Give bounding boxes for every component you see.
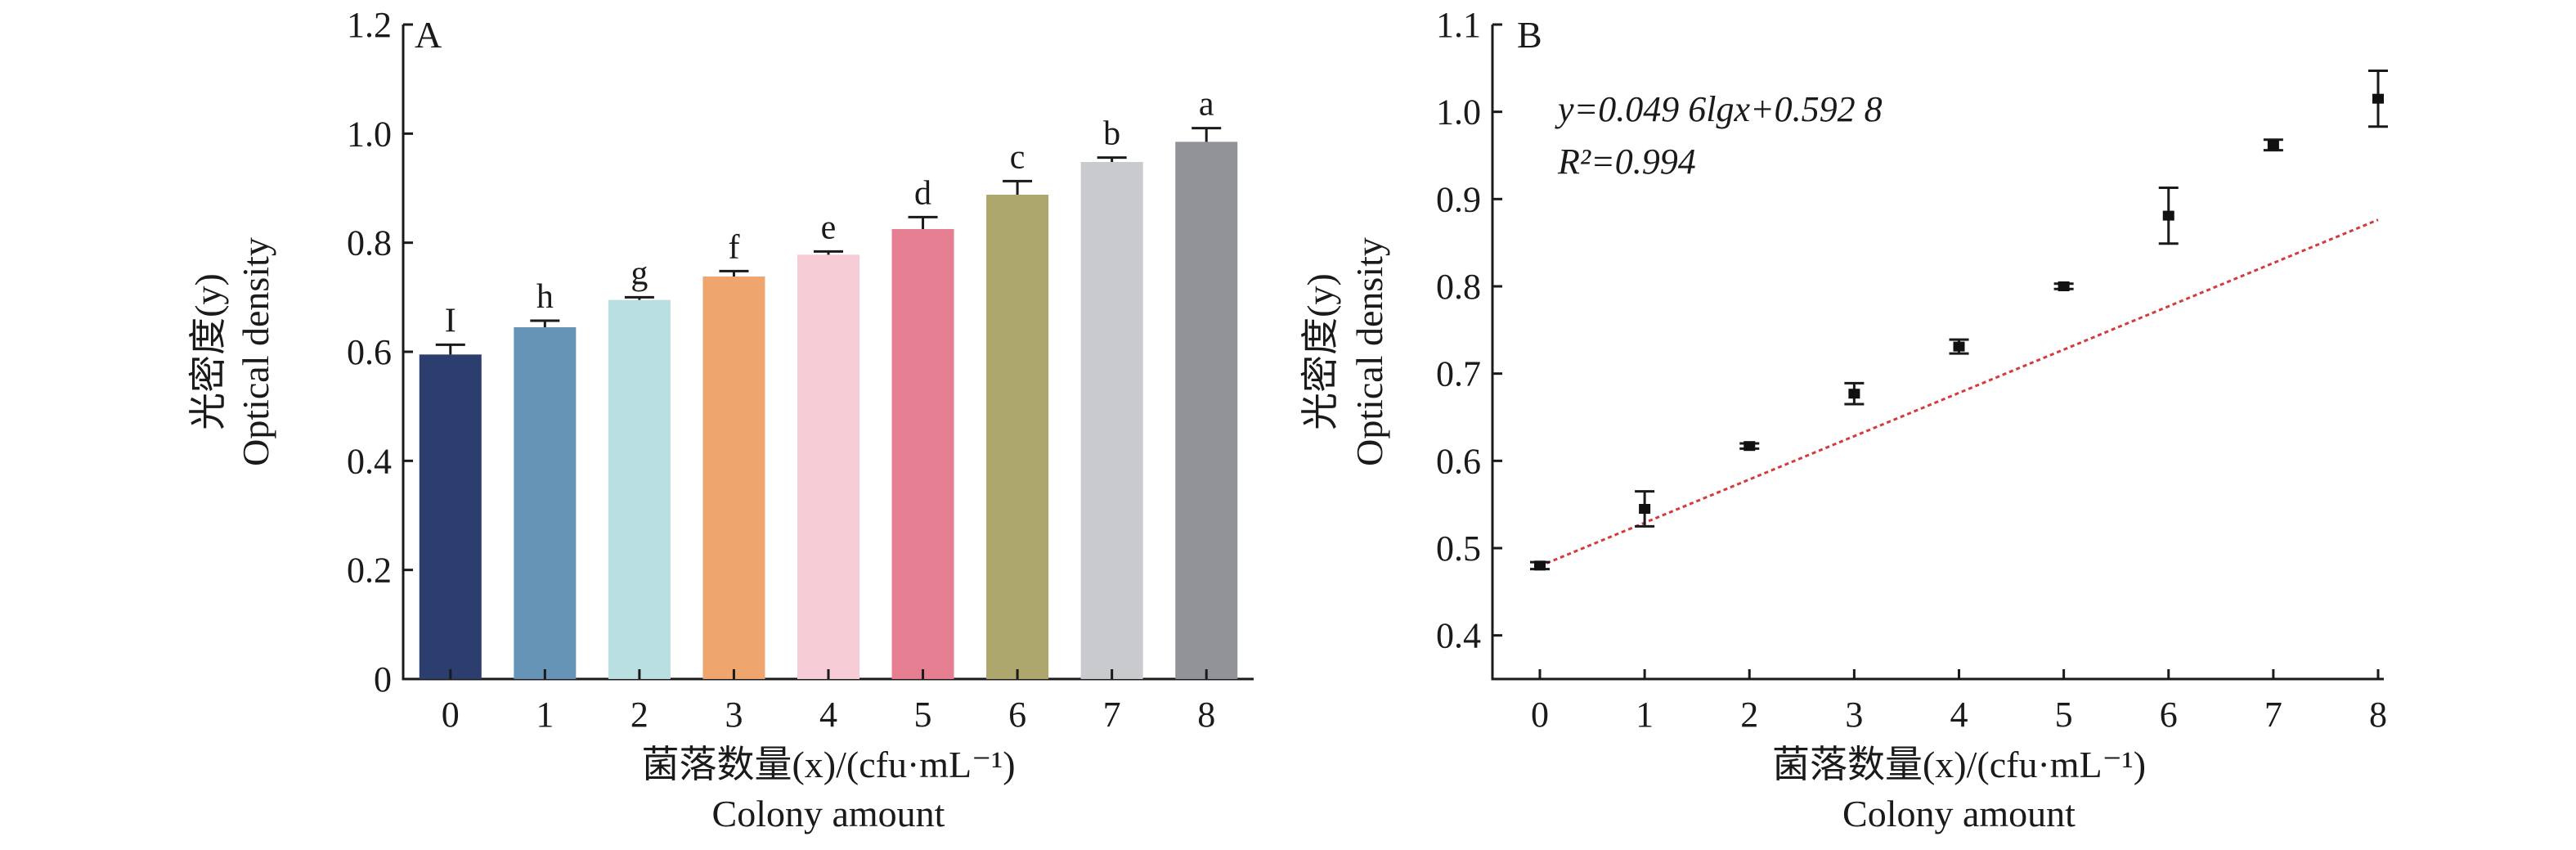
data-point: [1744, 441, 1756, 452]
error-bar: [1097, 156, 1127, 162]
error-bar: [530, 319, 560, 327]
bar: [514, 327, 577, 679]
y-tick-label: 0.6: [347, 332, 392, 372]
x-tick-label: 7: [2264, 695, 2282, 735]
significance-label: e: [821, 209, 837, 246]
x-tick-label: 8: [2369, 695, 2387, 735]
bar: [986, 195, 1049, 679]
data-point: [1848, 389, 1860, 399]
error-bar: [814, 250, 843, 255]
error-bar: [1003, 179, 1033, 195]
panel-label: B: [1517, 14, 1542, 56]
y-axis-title-cn: 光密度(y): [187, 273, 229, 430]
data-point: [2267, 140, 2279, 151]
x-axis-title-en: Colony amount: [1842, 793, 2076, 834]
bar: [419, 354, 482, 679]
x-tick-label: 4: [819, 695, 837, 735]
significance-label: I: [445, 302, 456, 340]
y-tick-label: 0.7: [1436, 354, 1481, 394]
bar: [891, 229, 954, 679]
x-tick-label: 1: [1636, 695, 1654, 735]
y-axis-title-en: Optical density: [1349, 237, 1390, 466]
panel-label: A: [415, 14, 442, 56]
r-squared: R²=0.994: [1557, 142, 1696, 182]
bar: [1175, 142, 1238, 680]
bar: [797, 254, 859, 679]
bar: [608, 299, 671, 679]
y-tick-label: 0.8: [1436, 267, 1481, 307]
y-axis-title-en: Optical density: [235, 237, 276, 466]
x-axis-title-cn: 菌落数量(x)/(cfu·mL⁻¹): [641, 744, 1015, 785]
y-tick-label: 1.0: [347, 114, 392, 154]
x-tick-label: 3: [725, 695, 743, 735]
y-tick-label: 0.2: [347, 551, 392, 591]
data-point: [1534, 560, 1546, 571]
x-tick-label: 7: [1103, 695, 1121, 735]
data-point: [2058, 281, 2070, 291]
panel-b-scatter-chart: 0.4 0.5 0.6 0.7 0.8 0.9 1.0 1.1 0 1 2 3 4 5 6 7 8 By=0.04…: [1299, 5, 2388, 834]
y-tick-label: 0.8: [347, 223, 392, 263]
x-axis-title-cn: 菌落数量(x)/(cfu·mL⁻¹): [1772, 744, 2146, 785]
significance-label: c: [1010, 138, 1025, 176]
y-tick-label: 0.4: [1436, 616, 1481, 656]
significance-label: d: [914, 174, 931, 212]
y-tick-label: 0.9: [1436, 179, 1481, 219]
x-tick-label: 3: [1845, 695, 1863, 735]
x-tick-label: 5: [2055, 695, 2073, 735]
significance-label: f: [728, 228, 739, 266]
bar: [702, 277, 765, 679]
x-tick-label: 2: [1740, 695, 1758, 735]
y-tick-label: 1.0: [1436, 92, 1481, 133]
y-tick-label: 0.4: [347, 441, 392, 481]
x-tick-label: 0: [442, 695, 460, 735]
x-tick-label: 4: [1950, 695, 1968, 735]
panel-a-bar-chart: 0 0.2 0.4 0.6 0.8 1.0 1.2 I 0 h 1 g 2 f 3 e 4 d 5 c 6 b 7 a 8 A 菌落…: [187, 5, 1254, 834]
y-axis-title-cn: 光密度(y): [1299, 273, 1341, 430]
x-tick-label: 6: [1008, 695, 1026, 735]
y-tick-label: 1.1: [1436, 5, 1481, 45]
data-point: [2162, 210, 2174, 221]
x-tick-label: 0: [1531, 695, 1549, 735]
significance-label: g: [631, 254, 648, 292]
significance-label: h: [536, 278, 554, 316]
significance-label: b: [1103, 115, 1120, 153]
error-bar: [719, 269, 749, 277]
error-bar: [1192, 127, 1222, 142]
y-tick-label: 0: [374, 659, 392, 699]
x-axis-title-en: Colony amount: [712, 793, 945, 834]
data-point: [1639, 504, 1651, 514]
data-point: [2372, 93, 2384, 104]
fit-line: [1539, 218, 2379, 568]
axis-lines: [1491, 25, 2384, 681]
y-tick-label: 0.6: [1436, 441, 1481, 481]
significance-label: a: [1199, 86, 1214, 124]
x-tick-label: 6: [2160, 695, 2178, 735]
error-bar: [908, 215, 938, 229]
x-tick-label: 2: [631, 695, 648, 735]
error-bar: [624, 295, 654, 300]
data-point: [1953, 341, 1965, 352]
y-tick-label: 1.2: [347, 5, 392, 45]
regression-equation: y=0.049 6lgx+0.592 8: [1555, 89, 1883, 129]
y-tick-label: 0.5: [1436, 528, 1481, 569]
x-tick-label: 8: [1197, 695, 1215, 735]
error-bar: [435, 343, 465, 355]
bar: [1080, 162, 1143, 679]
x-tick-label: 1: [536, 695, 554, 735]
x-tick-label: 5: [914, 695, 932, 735]
